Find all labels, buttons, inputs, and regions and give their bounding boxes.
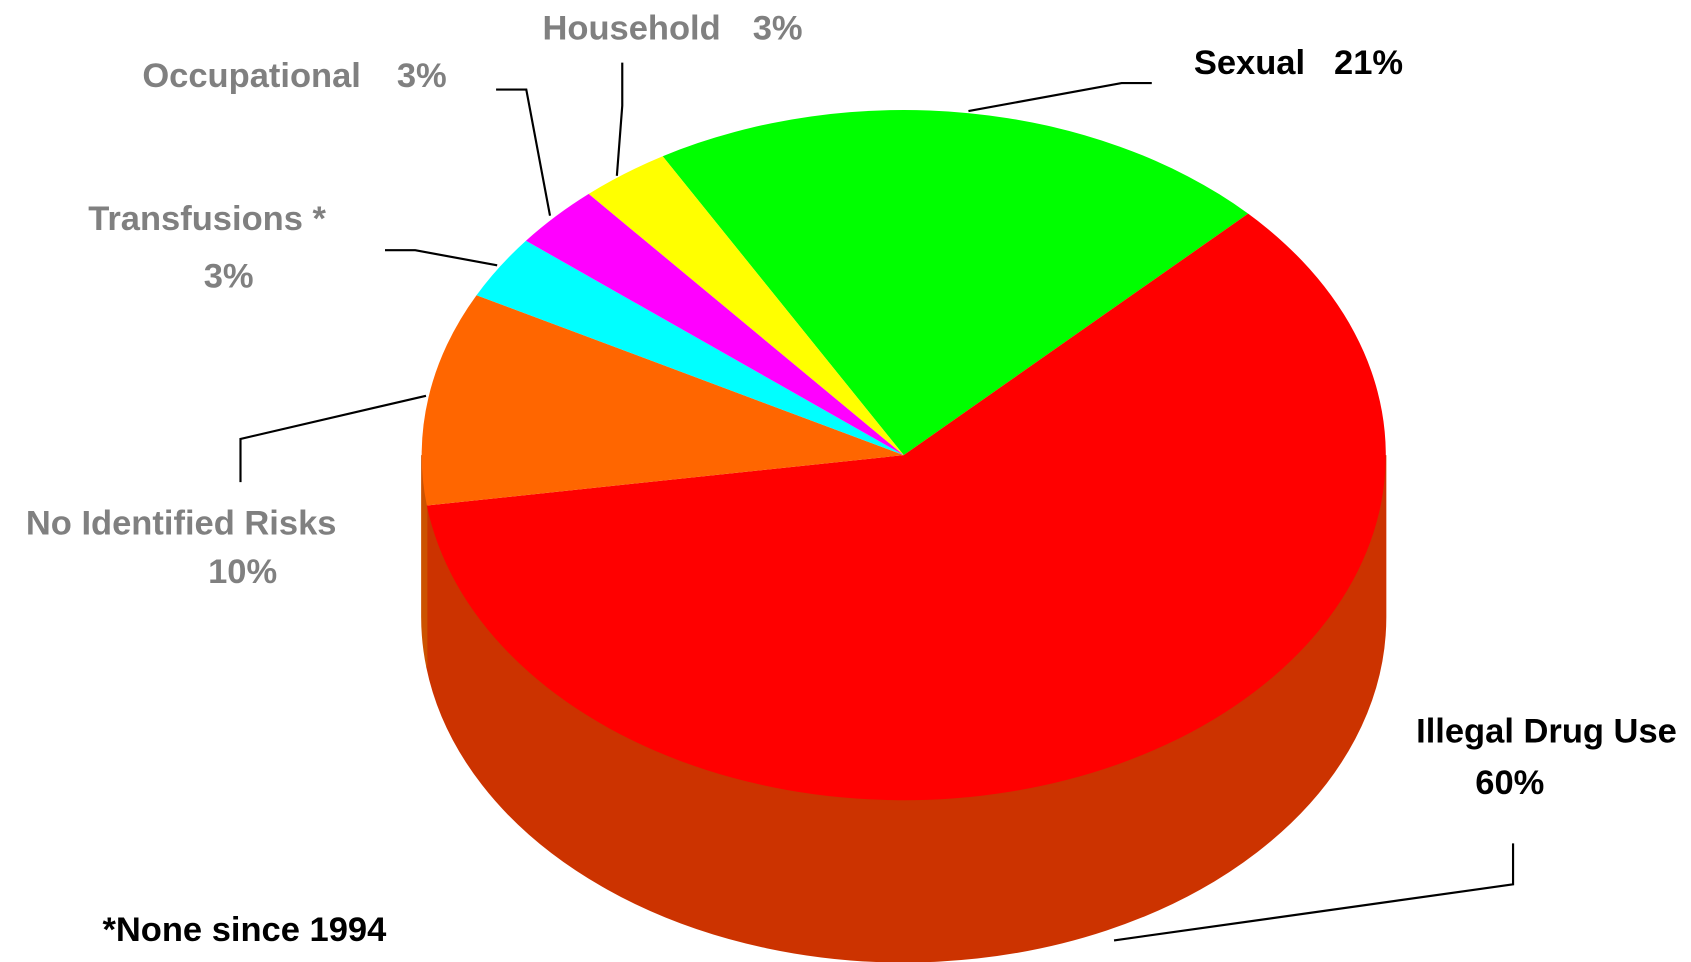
value-label: 60% [1475,764,1544,802]
slice-label: Sexual [1194,44,1305,82]
slice-label: Household [542,9,720,47]
slice [476,240,904,456]
value-label: 21% [1334,44,1403,82]
slice-label: Illegal Drug Use [1416,712,1677,750]
value-label: 10% [208,553,277,591]
leader-line [1113,843,1515,942]
value-label: 3% [397,57,447,95]
leader-line [239,394,427,483]
slice [662,110,1249,456]
leader-line [615,62,624,176]
slice [588,156,904,456]
slice-label: Occupational [142,57,361,95]
slice [421,295,904,506]
leader-line [385,249,498,267]
value-label: 3% [204,257,254,295]
leader-line [496,88,552,216]
leaders [239,62,1515,942]
slice-label: No Identified Risks [26,504,337,542]
slice [525,193,904,456]
annotation: *None since 1994 [102,911,386,949]
value-label: 3% [753,9,803,47]
slice-label: Transfusions * [88,200,326,238]
leader-line [968,81,1152,113]
slice [426,213,1386,801]
